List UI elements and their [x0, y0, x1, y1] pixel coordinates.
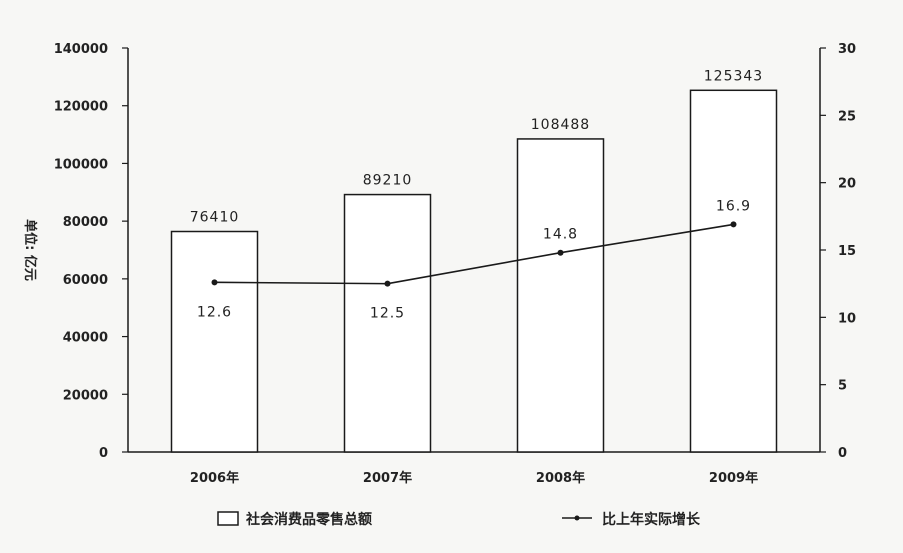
line-point: [384, 280, 391, 287]
bar: [170, 230, 259, 453]
bar-value-label: 76410: [190, 210, 240, 226]
line-value-label: 14.8: [543, 227, 578, 243]
line-value-label: 16.9: [716, 198, 751, 214]
y2-tick-label: 5: [838, 379, 847, 394]
y-tick-label: 20000: [63, 388, 108, 403]
y-tick-label: 140000: [54, 42, 108, 57]
bar-value-label: 89210: [363, 173, 413, 189]
x-tick-label: 2008年: [536, 470, 585, 486]
line-point: [557, 249, 564, 256]
y2-tick-label: 30: [838, 42, 856, 57]
y-axis-label: 单位: 亿元: [22, 219, 38, 281]
line-series: [211, 221, 737, 287]
y-tick-label: 120000: [54, 100, 108, 115]
line-point: [211, 279, 218, 286]
legend: 社会消费品零售总额 比上年实际增长: [217, 511, 701, 528]
x-tick-label: 2006年: [190, 470, 239, 486]
line-point: [730, 221, 737, 228]
x-tick-label: 2007年: [363, 470, 412, 486]
y-tick-label: 40000: [63, 331, 108, 346]
bar: [516, 138, 605, 453]
y-tick-label: 0: [99, 446, 108, 461]
legend-label-bar: 社会消费品零售总额: [245, 511, 372, 528]
legend-swatch-marker: [574, 515, 580, 521]
y2-tick-label: 25: [838, 109, 856, 124]
legend-swatch-bar: [217, 511, 239, 526]
line-value-label: 12.6: [197, 304, 232, 320]
bar-value-label: 108488: [531, 117, 590, 133]
y2-tick-label: 20: [838, 177, 856, 192]
y2-tick-label: 0: [838, 446, 847, 461]
bar: [689, 89, 778, 453]
bar: [343, 193, 432, 453]
bars: [170, 89, 778, 453]
y-tick-label: 60000: [63, 273, 108, 288]
line-value-label: 12.5: [370, 306, 405, 322]
data-labels: 76410 89210 108488 125343 12.6 12.5 14.8 16.9: [190, 68, 763, 322]
y-tick-label: 80000: [63, 215, 108, 230]
y-tick-label: 100000: [54, 157, 108, 172]
x-tick-label: 2009年: [709, 470, 758, 486]
bar-value-label: 125343: [704, 68, 763, 84]
y2-tick-label: 10: [838, 311, 856, 326]
line-path: [214, 223, 734, 285]
legend-label-line: 比上年实际增长: [602, 511, 701, 528]
axes: 0 20000 40000 60000 80000 100000 120000 140000 0…: [54, 42, 856, 486]
y2-tick-label: 15: [838, 244, 856, 259]
